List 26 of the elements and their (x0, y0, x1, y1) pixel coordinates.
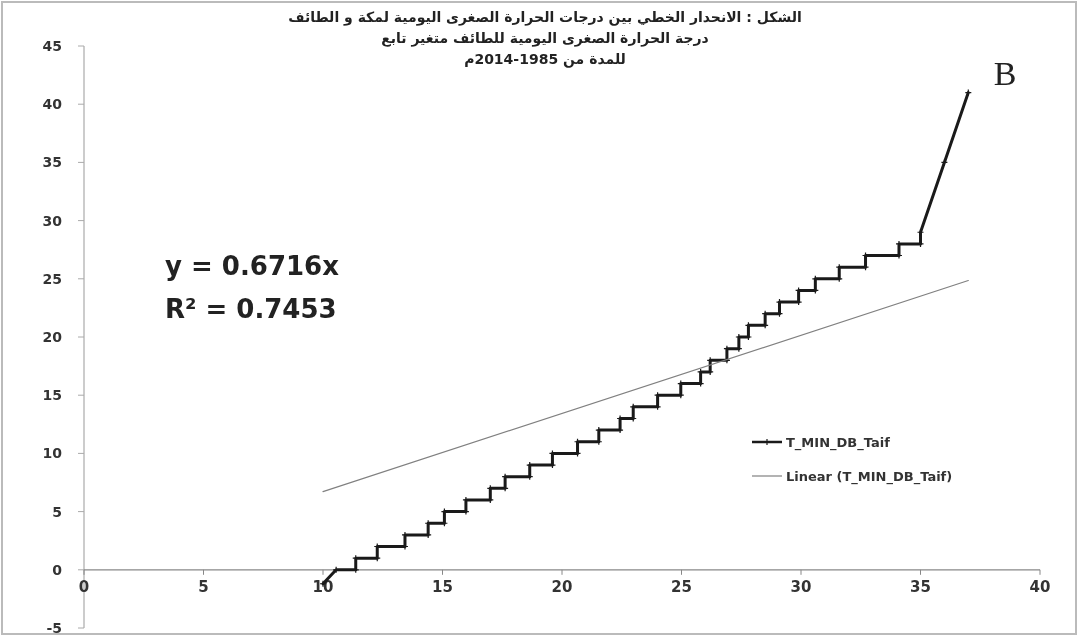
x-tick-label: 5 (198, 577, 209, 596)
x-tick-label: 20 (551, 577, 573, 596)
legend-label: Linear (T_MIN_DB_Taif) (786, 469, 953, 485)
y-tick-label: 35 (42, 154, 62, 171)
y-tick-label: 40 (42, 96, 63, 113)
y-tick-label: 45 (42, 38, 62, 54)
y-tick-label: 5 (52, 503, 62, 520)
x-tick-label: 25 (671, 577, 692, 596)
x-tick-label: 0 (78, 577, 90, 596)
y-tick-label: -5 (46, 620, 62, 636)
y-tick-label: 30 (42, 212, 63, 229)
y-tick-label: 15 (42, 387, 62, 404)
x-tick-label: 15 (432, 577, 453, 596)
x-tick-label: 35 (910, 577, 931, 596)
y-tick-label: 25 (42, 270, 62, 287)
y-tick-label: 0 (52, 561, 63, 578)
y-tick-label: 10 (42, 445, 63, 462)
annotation: R² = 0.7453 (165, 294, 337, 324)
x-tick-label: 30 (790, 577, 812, 596)
annotation: y = 0.6716x (165, 251, 340, 281)
legend-label: T_MIN_DB_Taif (786, 435, 891, 451)
y-tick-label: 20 (42, 329, 63, 345)
x-tick-label: 40 (1029, 577, 1051, 596)
annotation: B (993, 55, 1017, 92)
chart-title: الشكل : الانحدار الخطي بين درجات الحرارة الصغرى اليومية لمكة و الطائف درجة الحرارة الصغرى اليومية للطائف متغير تابع للمدة من 1985-2014م (288, 9, 802, 68)
x-tick-label: 10 (312, 577, 334, 596)
